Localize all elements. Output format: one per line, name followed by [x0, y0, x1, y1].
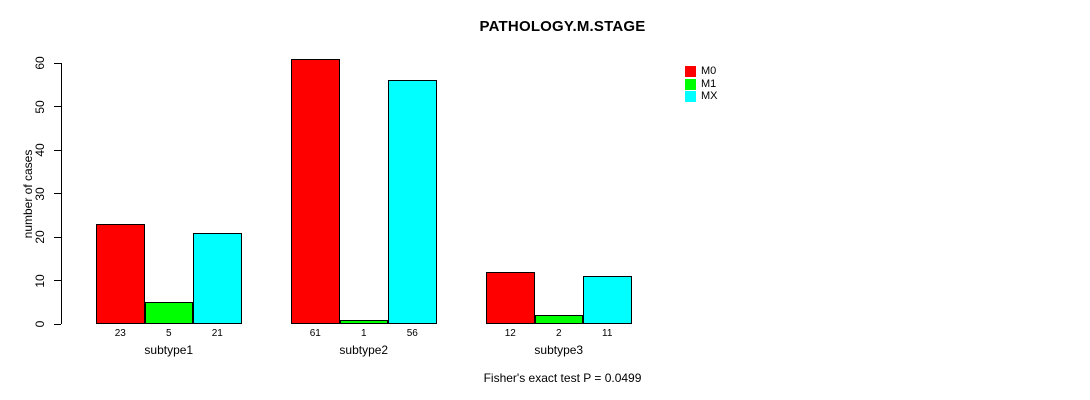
y-tick — [54, 323, 61, 325]
bar-value-label: 21 — [211, 328, 223, 339]
y-tick — [54, 149, 61, 151]
legend-item-M1: M1 — [685, 77, 718, 90]
bar-MX-subtype3 — [583, 276, 632, 324]
bar-value-label: 23 — [114, 328, 126, 339]
y-tick — [54, 193, 61, 194]
bar-value-label: 61 — [309, 328, 321, 339]
bar-value-label: 12 — [504, 328, 516, 339]
bar-M0-subtype3 — [486, 271, 535, 324]
bar-M1-subtype3 — [534, 315, 583, 324]
y-tick-label: 40 — [33, 143, 47, 157]
bar-value-label: 5 — [165, 328, 172, 339]
y-tick-label: 50 — [33, 99, 47, 114]
bar-M0-subtype2 — [291, 58, 340, 324]
fisher-test-annotation: Fisher's exact test P = 0.0499 — [483, 371, 642, 385]
y-tick — [54, 236, 61, 238]
bar-value-label: 11 — [602, 328, 613, 339]
bar-value-label: 1 — [360, 328, 367, 339]
bar-M1-subtype1 — [144, 302, 193, 324]
legend-item-M0: M0 — [685, 66, 718, 77]
legend-label: M1 — [701, 77, 717, 90]
category-label-subtype3: subtype3 — [534, 343, 584, 357]
bar-M0-subtype1 — [96, 223, 145, 324]
y-tick — [54, 62, 61, 64]
bar-M1-subtype2 — [339, 319, 388, 324]
y-tick-label: 10 — [33, 273, 47, 288]
y-tick — [54, 106, 61, 107]
legend-item-MX: MX — [685, 91, 718, 102]
y-tick-label: 30 — [33, 186, 47, 201]
legend-label: MX — [701, 90, 718, 102]
bar-value-label: 56 — [406, 328, 418, 339]
category-label-subtype1: subtype1 — [144, 343, 194, 357]
bar-MX-subtype1 — [193, 232, 242, 324]
bar-value-label: 2 — [555, 328, 562, 339]
legend-label: M0 — [701, 65, 717, 77]
legend-swatch-M0 — [685, 66, 696, 77]
y-tick-label: 0 — [33, 320, 47, 328]
legend: M0 M1 MX — [685, 66, 718, 102]
y-axis-line — [61, 63, 62, 324]
legend-swatch-M1 — [685, 78, 696, 90]
category-label-subtype2: subtype2 — [339, 343, 389, 357]
chart-title: PATHOLOGY.M.STAGE — [479, 18, 646, 35]
y-tick-label: 60 — [33, 56, 47, 70]
legend-swatch-MX — [685, 91, 696, 102]
y-tick-label: 20 — [33, 230, 47, 244]
y-tick — [54, 280, 61, 281]
bar-MX-subtype2 — [388, 80, 437, 324]
